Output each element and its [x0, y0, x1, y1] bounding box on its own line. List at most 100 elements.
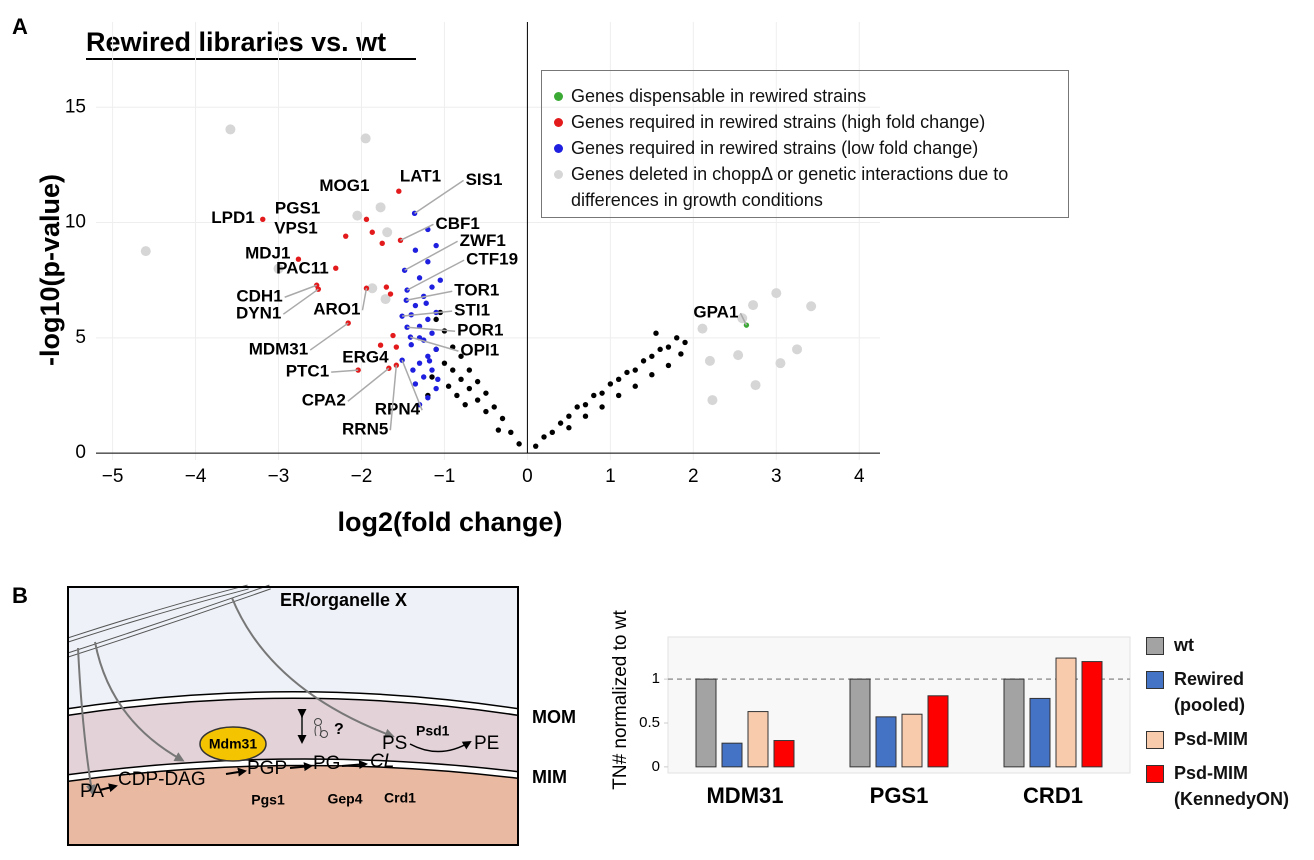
matrix-area — [68, 762, 518, 845]
legend-item: Psd-MIM — [1146, 726, 1314, 752]
y-tick-label: 0 — [75, 442, 86, 463]
x-tick-label: −1 — [434, 466, 456, 487]
gene-label: PGS1 — [275, 199, 320, 218]
lipid-icon — [320, 730, 328, 738]
gene-label: RRN5 — [342, 420, 388, 439]
data-point — [408, 342, 414, 348]
mom-membrane — [67, 692, 519, 715]
data-point — [433, 346, 439, 353]
data-point — [508, 429, 514, 436]
bar — [1003, 678, 1025, 768]
leader-line — [414, 179, 464, 214]
gene-label: VPS1 — [274, 219, 317, 238]
data-point — [426, 358, 433, 364]
data-point — [425, 353, 431, 359]
data-point — [682, 339, 688, 346]
data-point — [412, 247, 419, 253]
data-point — [404, 287, 410, 293]
data-point — [387, 291, 394, 297]
er-label: ER/organelle X — [280, 590, 407, 610]
leader-line — [309, 322, 349, 351]
data-point — [360, 133, 371, 144]
y-axis-title: TN# normalized to wt — [610, 610, 631, 790]
data-point — [429, 367, 435, 373]
data-point — [225, 124, 236, 135]
x-tick-label: MDM31 — [706, 783, 783, 808]
leader-line — [404, 240, 458, 271]
data-point — [474, 397, 481, 403]
x-tick-label: 4 — [854, 466, 865, 487]
x-tick-label: PGS1 — [870, 783, 929, 808]
legend-label: Genes required in rewired strains (high … — [571, 112, 986, 132]
data-point — [441, 360, 448, 366]
gene-label: POR1 — [457, 321, 503, 340]
gene-label: MDJ1 — [245, 244, 290, 263]
er-membrane — [67, 585, 271, 657]
data-point — [771, 288, 782, 299]
data-point — [483, 408, 489, 415]
data-point — [401, 267, 408, 273]
gene-label: SIS1 — [466, 170, 503, 189]
chart-title: Rewired libraries vs. wt — [86, 27, 386, 57]
gene-label: PTC1 — [286, 362, 329, 381]
data-point — [566, 425, 572, 431]
legend-marker — [554, 144, 563, 153]
transport-arrow — [231, 597, 395, 739]
data-point — [462, 401, 468, 408]
enzyme-psd1: Psd1 — [416, 723, 450, 739]
x-tick-label: 0 — [522, 466, 533, 487]
data-point — [775, 358, 786, 369]
reaction-arrow — [99, 783, 118, 793]
gene-label: ZWF1 — [460, 231, 506, 250]
legend-item: wt — [1146, 632, 1314, 658]
data-point — [412, 302, 419, 309]
transport-arrow — [94, 641, 185, 762]
data-point — [454, 392, 460, 399]
panel-label: B — [12, 583, 28, 608]
data-point — [379, 240, 385, 247]
data-point — [483, 390, 489, 396]
reaction-arrow — [225, 767, 247, 777]
x-tick-label: −4 — [185, 466, 207, 487]
gene-label: OPI1 — [460, 341, 499, 360]
legend-label: Psd-MIM (KennedyON) — [1174, 763, 1290, 809]
lipid-label: CL — [370, 751, 394, 772]
data-point — [433, 316, 439, 323]
gene-label: ERG4 — [342, 348, 389, 367]
leader-line — [284, 284, 317, 298]
leader-line — [361, 288, 368, 311]
data-point — [491, 404, 497, 410]
x-tick-label: 2 — [688, 466, 699, 487]
y-axis-title: -log10(p-value) — [35, 174, 65, 366]
data-point — [425, 259, 431, 265]
reaction-arrow — [289, 762, 313, 772]
data-point — [375, 202, 386, 213]
data-point — [665, 344, 672, 350]
data-point — [704, 355, 715, 366]
lipid-label: CDP-DAG — [118, 769, 206, 790]
data-point — [416, 360, 423, 366]
data-point — [599, 390, 605, 396]
legend-label: Psd-MIM — [1174, 729, 1248, 749]
data-point — [404, 324, 410, 330]
legend-label: Genes required in rewired strains (low f… — [571, 138, 979, 158]
leader-line — [406, 259, 465, 291]
gene-label: LAT1 — [400, 167, 441, 186]
gene-label: GPA1 — [693, 303, 738, 322]
bar — [901, 713, 923, 768]
y-tick-label: 5 — [75, 327, 86, 348]
data-point — [363, 216, 370, 223]
data-point — [624, 369, 630, 376]
gene-label: LPD1 — [211, 208, 254, 227]
data-point — [533, 443, 539, 449]
y-tick-label: 10 — [65, 212, 86, 233]
gene-label: MOG1 — [319, 176, 369, 195]
data-point — [665, 362, 672, 369]
data-point — [591, 392, 597, 399]
gene-label: CPA2 — [302, 391, 346, 410]
data-point — [273, 263, 284, 274]
bar-chart: 0 0.5 1 MDM31 PGS1 CRD1 — [639, 636, 1131, 808]
